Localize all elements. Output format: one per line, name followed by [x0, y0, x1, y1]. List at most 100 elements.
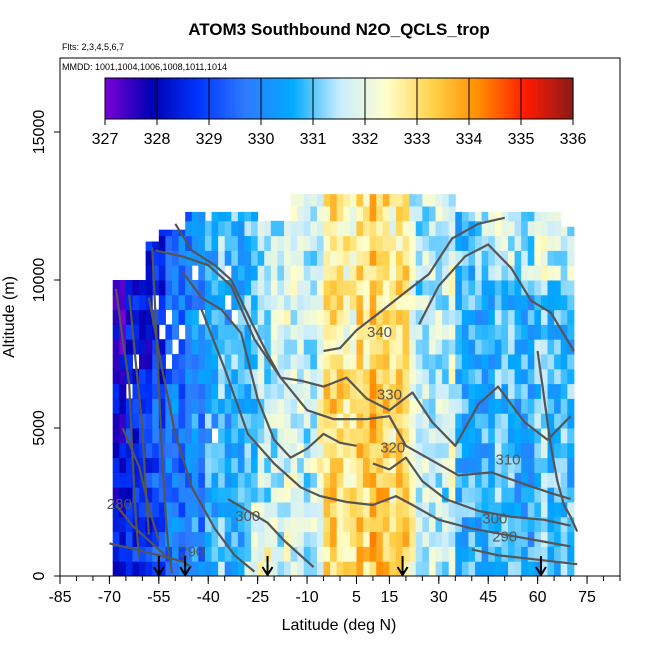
- heat-cell: [125, 324, 133, 340]
- heat-cell: [277, 324, 285, 340]
- heat-cell: [540, 250, 549, 266]
- heat-cell: [270, 265, 278, 281]
- heat-cell: [488, 442, 496, 459]
- heat-cell: [396, 546, 404, 562]
- heat-cell: [125, 502, 133, 518]
- heat-cell: [475, 383, 483, 399]
- heat-cell: [389, 220, 397, 237]
- heat-cell: [521, 428, 529, 444]
- heat-cell: [369, 383, 377, 399]
- heat-cell: [389, 561, 397, 576]
- heat-cell: [178, 472, 186, 488]
- heat-cell: [382, 280, 390, 296]
- heat-cell: [211, 235, 219, 251]
- heat-cell: [396, 502, 404, 518]
- heat-cell: [330, 265, 338, 281]
- heat-cell: [152, 241, 160, 251]
- heat-cell: [349, 398, 357, 414]
- heat-cell: [396, 398, 404, 414]
- heat-cell: [211, 561, 219, 576]
- heat-cell: [554, 220, 562, 237]
- heat-cell: [488, 428, 496, 444]
- contour-label: 340: [367, 324, 392, 341]
- heat-cell: [191, 413, 199, 429]
- heat-cell: [475, 442, 483, 459]
- heat-cell: [297, 502, 305, 518]
- heat-cell: [237, 502, 245, 518]
- contour-label: 300: [482, 511, 507, 528]
- colorbar-segment: [388, 78, 393, 119]
- heat-cell: [422, 294, 430, 311]
- heat-cell: [145, 265, 153, 281]
- heat-cell: [224, 457, 232, 473]
- heat-cell: [422, 265, 430, 281]
- heat-cell: [415, 516, 423, 533]
- heat-cell: [560, 235, 568, 251]
- heat-cell: [396, 324, 404, 340]
- colorbar-tick-label: 333: [404, 131, 431, 148]
- heat-cell: [224, 472, 232, 488]
- heat-cell: [237, 309, 245, 325]
- heat-cell: [435, 531, 443, 547]
- heat-cell: [185, 413, 193, 429]
- heat-cell: [501, 309, 509, 325]
- heat-cell: [204, 516, 213, 533]
- colorbar-tick-label: 331: [300, 131, 327, 148]
- heat-cell: [382, 457, 390, 473]
- heat-cell: [323, 220, 331, 237]
- heat-cell: [442, 383, 450, 399]
- heat-cell: [363, 206, 371, 222]
- heat-cell: [494, 265, 502, 281]
- heat-cell: [218, 457, 226, 473]
- heat-cell: [514, 211, 522, 222]
- heat-cell: [455, 502, 463, 518]
- heat-cell: [363, 220, 371, 237]
- heat-cell: [501, 294, 509, 311]
- heat-cell: [567, 502, 575, 518]
- heat-cell: [363, 265, 371, 281]
- heat-cell: [560, 265, 568, 281]
- colorbar-segment: [119, 78, 124, 119]
- colorbar-segment: [520, 78, 524, 119]
- heat-cell: [185, 516, 193, 533]
- heat-cell: [172, 516, 180, 533]
- colorbar-tick-label: 329: [196, 131, 223, 148]
- heat-cell: [501, 368, 509, 385]
- heat-cell: [290, 206, 298, 222]
- heat-cell: [165, 235, 173, 251]
- heat-cell: [369, 324, 377, 340]
- heat-cell: [501, 339, 509, 355]
- colorbar-segment: [552, 78, 557, 119]
- heat-cell: [336, 194, 344, 207]
- heat-cell: [455, 428, 463, 444]
- colorbar-segment: [555, 78, 559, 119]
- heat-cell: [303, 502, 311, 518]
- heat-cell: [356, 413, 364, 429]
- heat-cell: [356, 339, 364, 355]
- heat-cell: [415, 457, 423, 473]
- colorbar-segment: [341, 78, 346, 119]
- heat-cell: [409, 561, 417, 576]
- heat-cell: [435, 398, 443, 414]
- heat-cell: [534, 442, 542, 459]
- heat-cell: [356, 428, 364, 444]
- heat-cell: [145, 531, 153, 547]
- heat-cell: [158, 383, 166, 399]
- heat-cell: [264, 368, 272, 385]
- heat-cell: [488, 235, 496, 251]
- heat-cell: [139, 561, 147, 576]
- heat-cell: [323, 413, 331, 429]
- heat-cell: [567, 226, 575, 237]
- colorbar-segment: [502, 78, 507, 119]
- colorbar-tick-label: 327: [92, 131, 119, 148]
- heat-cell: [211, 280, 219, 296]
- colorbar-segment: [245, 78, 249, 119]
- heat-cell: [244, 516, 252, 533]
- heat-cell: [415, 442, 423, 459]
- colorbar-segment: [356, 78, 361, 119]
- heat-cell: [442, 220, 450, 237]
- heat-cell: [310, 194, 318, 207]
- heat-cell: [310, 502, 318, 518]
- colorbar-segment: [456, 78, 460, 119]
- heat-cell: [211, 383, 219, 399]
